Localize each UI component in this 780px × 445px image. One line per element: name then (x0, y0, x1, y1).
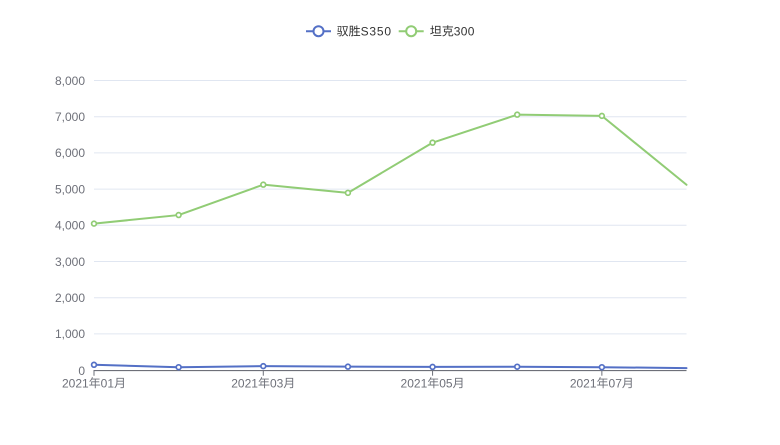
svg-text:07: 07 (609, 376, 623, 390)
svg-text:3,000: 3,000 (55, 255, 85, 269)
svg-text:6,000: 6,000 (55, 146, 85, 160)
svg-text:2021: 2021 (570, 376, 597, 390)
svg-text:300: 300 (454, 24, 475, 38)
svg-text:5,000: 5,000 (55, 182, 85, 196)
svg-text:S350: S350 (361, 24, 392, 38)
svg-text:2,000: 2,000 (55, 291, 85, 305)
svg-text:7,000: 7,000 (55, 110, 85, 124)
svg-text:0: 0 (78, 364, 85, 378)
svg-text:05: 05 (439, 376, 453, 390)
svg-text:01: 01 (101, 376, 115, 390)
svg-text:2021: 2021 (62, 376, 89, 390)
svg-text:03: 03 (270, 376, 284, 390)
svg-text:2021: 2021 (231, 376, 258, 390)
svg-text:1,000: 1,000 (55, 327, 85, 341)
svg-text:8,000: 8,000 (55, 74, 85, 88)
svg-text:4,000: 4,000 (55, 219, 85, 233)
svg-text:2021: 2021 (401, 376, 428, 390)
